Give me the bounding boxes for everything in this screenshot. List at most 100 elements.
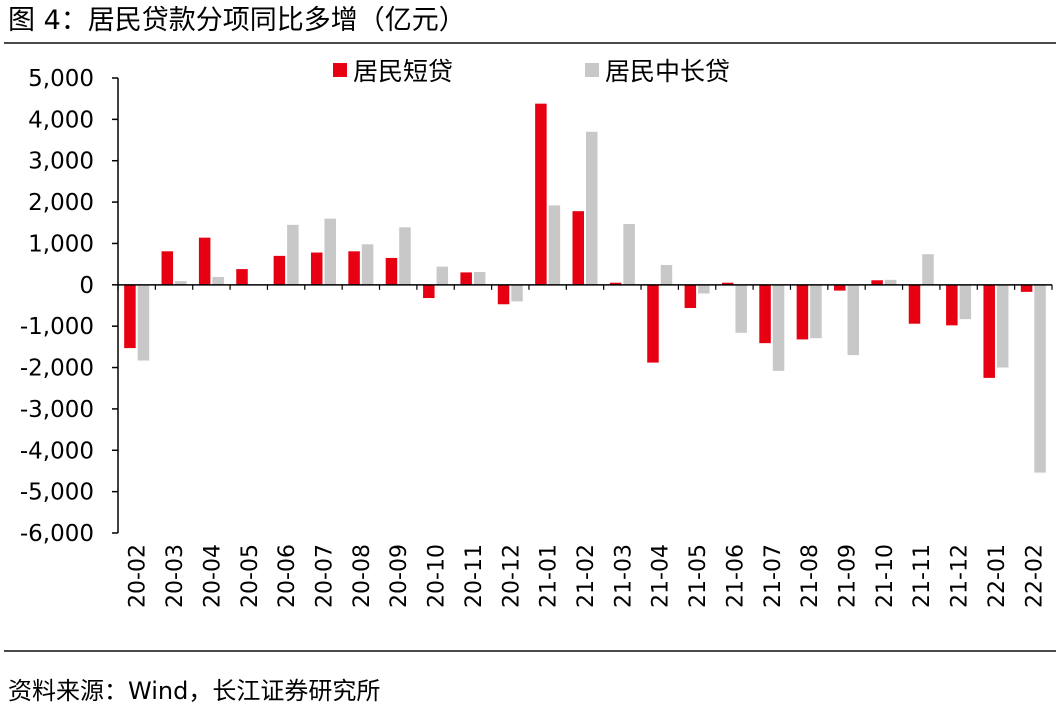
- bar-long-term: [212, 276, 224, 285]
- x-tick-label: 21-10: [873, 544, 898, 608]
- bar-long-term: [847, 284, 860, 356]
- x-tick-label: 21-06: [723, 544, 748, 608]
- bar-long-term: [884, 279, 897, 285]
- figure-title: 图 4：居民贷款分项同比多增（亿元）: [8, 5, 466, 36]
- y-tick-label: -3,000: [20, 397, 94, 423]
- y-tick-label: 0: [79, 273, 94, 299]
- bar-short-term: [1020, 284, 1033, 292]
- bar-short-term: [871, 280, 883, 285]
- legend-swatch-long-term: [585, 63, 599, 77]
- bar-short-term: [834, 284, 846, 291]
- x-tick-label: 20-03: [163, 544, 188, 608]
- y-tick-label: -2,000: [20, 356, 94, 382]
- x-tick-label: 20-06: [275, 544, 300, 608]
- x-tick-label: 20-08: [350, 544, 375, 608]
- x-tick-label: 20-09: [387, 544, 412, 608]
- y-tick-label: 2,000: [28, 190, 94, 216]
- x-tick-label: 21-05: [686, 544, 711, 608]
- y-tick-label: -5,000: [20, 480, 94, 506]
- y-tick-label: -6,000: [20, 521, 94, 547]
- x-tick-label: 20-11: [462, 544, 487, 608]
- bar-short-term: [535, 103, 547, 285]
- bar-short-term: [983, 284, 995, 378]
- bar-long-term: [996, 284, 1009, 368]
- title-rule: [4, 42, 1056, 44]
- bar-short-term: [572, 211, 584, 285]
- axes: [117, 78, 1052, 533]
- y-tick-label: 1,000: [28, 231, 94, 257]
- x-tick-label: 22-01: [985, 544, 1010, 608]
- bar-long-term: [698, 284, 710, 294]
- y-axis-ticks: 5,000 4,000 3,000 2,000 1,000 0 -1,000 -2,000 -3…: [20, 66, 118, 547]
- bar-short-term: [348, 251, 360, 285]
- bar-short-term: [124, 284, 136, 349]
- x-tick-label: 20-05: [238, 544, 263, 608]
- bar-long-term: [137, 284, 150, 361]
- bar-chart: 居民短贷 居民中长贷 5,000 4,000 3,000 2,000 1,000 0 -1,0…: [20, 57, 1053, 608]
- legend-label-long-term: 居民中长贷: [605, 57, 730, 86]
- legend-label-short-term: 居民短贷: [353, 57, 453, 86]
- bar-long-term: [810, 284, 822, 339]
- bar-short-term: [236, 269, 248, 285]
- x-tick-label: 21-08: [798, 544, 823, 608]
- legend-swatch-short-term: [333, 63, 347, 77]
- x-tick-label: 21-12: [948, 544, 973, 608]
- x-tick-label: 22-02: [1022, 544, 1047, 608]
- bar-short-term: [946, 284, 958, 326]
- x-tick-label: 21-03: [611, 544, 636, 608]
- bar-short-term: [161, 251, 174, 285]
- bars: [124, 103, 1046, 473]
- bar-short-term: [423, 284, 435, 299]
- bar-short-term: [198, 237, 211, 285]
- x-tick-label: 20-07: [312, 544, 337, 608]
- bar-long-term: [1034, 284, 1046, 473]
- x-tick-label: 21-01: [537, 544, 562, 608]
- bar-long-term: [623, 224, 635, 285]
- bar-short-term: [647, 284, 659, 363]
- bar-short-term: [497, 284, 510, 305]
- bar-long-term: [399, 227, 411, 285]
- bar-long-term: [922, 254, 934, 285]
- bar-short-term: [609, 282, 622, 285]
- bar-short-term: [721, 282, 734, 285]
- bar-long-term: [511, 284, 523, 302]
- source-rule: [4, 650, 1056, 652]
- bar-short-term: [908, 284, 921, 324]
- bar-long-term: [586, 131, 598, 285]
- x-tick-label: 20-02: [126, 544, 151, 608]
- bar-short-term: [273, 255, 286, 285]
- bar-long-term: [361, 244, 374, 285]
- y-tick-label: 5,000: [28, 66, 94, 92]
- bar-long-term: [436, 266, 449, 285]
- bar-short-term: [310, 252, 323, 285]
- x-tick-label: 20-04: [200, 544, 225, 608]
- x-tick-label: 21-07: [761, 544, 786, 608]
- bar-long-term: [175, 281, 187, 285]
- bar-long-term: [287, 224, 299, 285]
- bar-short-term: [796, 284, 809, 340]
- source-note: 资料来源：Wind，长江证券研究所: [8, 677, 381, 705]
- x-tick-label: 20-12: [499, 544, 524, 608]
- x-axis-ticks: 20-02 20-03 20-04 20-05 20-06 20-07 20-08 20-09…: [117, 284, 1053, 608]
- bar-long-term: [959, 284, 972, 320]
- bar-long-term: [735, 284, 747, 333]
- bar-long-term: [473, 272, 486, 285]
- x-tick-label: 21-02: [574, 544, 599, 608]
- bar-short-term: [759, 284, 771, 344]
- y-tick-label: 4,000: [28, 107, 94, 133]
- bar-long-term: [548, 205, 561, 285]
- bar-long-term: [324, 218, 336, 285]
- bar-short-term: [460, 272, 472, 285]
- y-tick-label: -4,000: [20, 438, 94, 464]
- bar-long-term: [772, 284, 785, 371]
- y-tick-label: -1,000: [20, 314, 94, 340]
- bar-short-term: [684, 284, 697, 308]
- x-tick-label: 20-10: [425, 544, 450, 608]
- x-tick-label: 21-11: [910, 544, 935, 608]
- bar-long-term: [660, 264, 673, 285]
- y-tick-label: 3,000: [28, 149, 94, 175]
- x-tick-label: 21-09: [836, 544, 861, 608]
- legend: 居民短贷 居民中长贷: [333, 57, 730, 86]
- bar-short-term: [385, 257, 398, 285]
- x-tick-label: 21-04: [649, 544, 674, 608]
